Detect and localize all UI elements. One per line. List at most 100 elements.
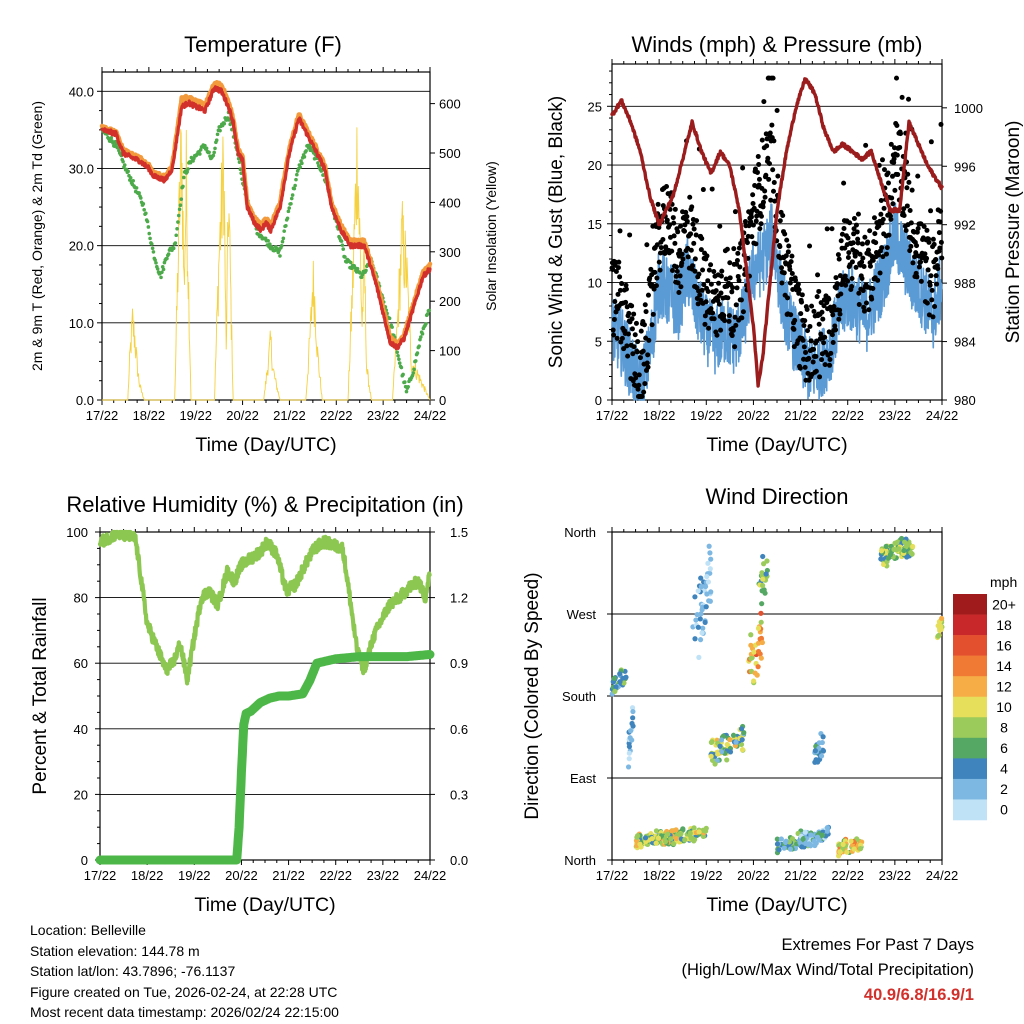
gust-point: [726, 318, 732, 324]
gust-point: [938, 208, 944, 214]
gust-point: [861, 308, 867, 314]
gust-point: [676, 290, 682, 296]
temperature-x-tick-label: 24/22: [414, 408, 447, 423]
gust-point: [829, 332, 835, 338]
gust-point: [899, 94, 905, 100]
dewpoint-point: [238, 167, 243, 172]
direction-x-tick-label: 22/22: [831, 868, 864, 883]
gust-point: [748, 214, 754, 220]
dewpoint-point: [144, 211, 148, 216]
gust-point: [750, 192, 756, 198]
gust-point: [784, 237, 790, 243]
direction-point: [702, 583, 709, 590]
gust-point: [855, 211, 861, 217]
direction-point: [629, 705, 636, 711]
gust-point: [644, 242, 650, 248]
direction-point: [621, 680, 627, 686]
gust-point: [706, 325, 712, 331]
gust-point: [847, 220, 853, 226]
gust-point: [774, 107, 780, 113]
gust-point: [861, 264, 867, 270]
gust-point: [816, 321, 822, 327]
gust-point: [781, 270, 787, 276]
gust-point: [702, 313, 708, 319]
direction-point: [653, 840, 659, 846]
gust-point: [623, 299, 629, 305]
gust-point: [879, 157, 885, 163]
gust-point: [895, 172, 901, 178]
gust-point: [760, 199, 766, 205]
dewpoint-point: [281, 236, 286, 241]
gust-point: [644, 360, 650, 366]
extremes-values: 40.9/6.8/16.9/1: [863, 986, 974, 1004]
gust-point: [833, 275, 839, 281]
gust-point: [639, 393, 645, 399]
station-pressure-line: [610, 77, 944, 388]
humidity-y-tick-label: 80: [74, 591, 88, 606]
gust-point: [759, 137, 765, 143]
gust-point: [878, 197, 884, 203]
dewpoint-point: [309, 145, 313, 150]
direction-point: [812, 748, 818, 754]
dewpoint-point: [121, 159, 125, 164]
gust-point: [711, 316, 717, 322]
dewpoint-point: [304, 149, 308, 153]
temperature-y-tick-label: 0.0: [76, 393, 94, 408]
gust-point: [718, 290, 724, 296]
gust-point: [642, 302, 648, 308]
gust-point: [914, 274, 920, 280]
gust-point: [833, 327, 839, 333]
gust-point: [656, 259, 662, 265]
direction-point: [697, 637, 704, 643]
winds-y-tick-label: 10: [588, 276, 602, 291]
dewpoint-point: [292, 186, 297, 191]
temperature-y-tick-label: 10.0: [69, 316, 94, 331]
direction-point: [630, 708, 636, 715]
winds-x-tick-label: 17/22: [596, 408, 629, 423]
direction-point: [755, 648, 762, 655]
direction-point: [774, 836, 780, 842]
temperature-x-axis-label: Time (Day/UTC): [195, 434, 336, 456]
gust-point: [845, 254, 851, 260]
gust-point: [691, 240, 697, 246]
gust-point: [918, 278, 924, 284]
gust-point: [693, 232, 699, 238]
gust-point: [611, 332, 617, 338]
gust-point: [786, 243, 792, 249]
legend-label: 4: [1000, 761, 1008, 777]
direction-point: [783, 838, 789, 844]
gust-point: [690, 263, 696, 269]
gust-point: [780, 212, 786, 218]
dewpoint-point: [145, 219, 150, 224]
dewpoint-point: [218, 128, 222, 133]
gust-point: [616, 259, 622, 265]
gust-point: [894, 75, 900, 81]
gust-point: [798, 311, 804, 317]
dewpoint-point: [290, 193, 295, 197]
gust-point: [829, 226, 835, 232]
dewpoint-point: [355, 266, 360, 271]
direction-point: [700, 625, 706, 631]
direction-point: [760, 582, 766, 589]
gust-point: [904, 185, 910, 191]
gust-point: [906, 96, 912, 102]
gust-point: [749, 234, 755, 240]
legend-swatch: [953, 614, 987, 636]
direction-point: [781, 845, 787, 851]
gust-point: [615, 265, 621, 271]
dewpoint-point: [399, 365, 404, 370]
direction-point: [758, 610, 764, 616]
dewpoint-point: [174, 233, 179, 238]
dewpoint-point: [343, 255, 347, 259]
humidity-x-tick-label: 18/22: [131, 868, 164, 883]
gust-point: [692, 256, 698, 262]
dewpoint-point: [222, 121, 227, 126]
dewpoint-point: [192, 156, 196, 161]
legend-label: 2: [1000, 781, 1008, 797]
gust-point: [866, 307, 872, 313]
gust-point: [805, 370, 811, 376]
station-location: Location: Belleville: [30, 922, 146, 938]
gust-point: [769, 122, 775, 128]
gust-point: [770, 167, 776, 173]
direction-point: [727, 737, 733, 743]
